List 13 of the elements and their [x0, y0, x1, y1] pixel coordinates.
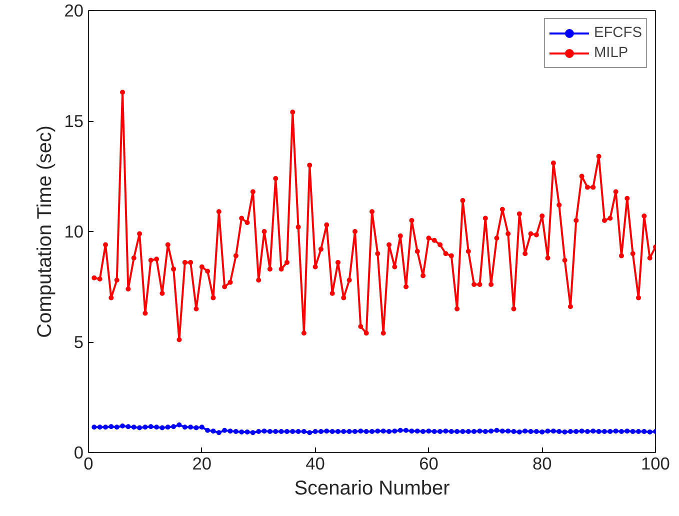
y-tick-label: 15 — [64, 111, 84, 131]
y-axis-title: Computation Time (sec) — [34, 126, 56, 338]
x-tick-label: 80 — [532, 454, 552, 474]
y-tick-label: 10 — [64, 222, 84, 242]
x-tick-label: 100 — [641, 454, 670, 474]
x-tick-label: 60 — [419, 454, 438, 474]
legend-label: MILP — [594, 45, 628, 61]
x-axis-title: Scenario Number — [294, 478, 450, 500]
legend-label: EFCFS — [594, 25, 642, 41]
y-tick-label: 5 — [74, 332, 84, 352]
x-tick-label: 20 — [192, 454, 212, 474]
x-tick-label: 40 — [306, 454, 325, 474]
y-tick-label: 20 — [64, 0, 84, 20]
